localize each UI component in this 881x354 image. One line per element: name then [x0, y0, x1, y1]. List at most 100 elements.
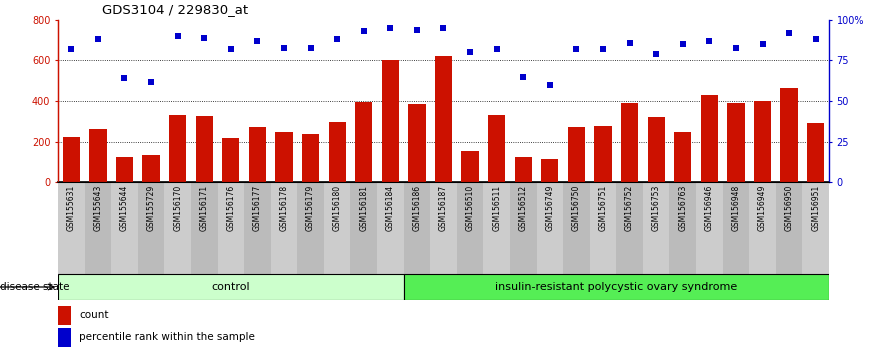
Point — [596, 46, 610, 52]
Bar — [670, 182, 696, 274]
Bar — [648, 117, 665, 182]
Point — [144, 79, 158, 84]
Bar — [807, 123, 825, 182]
Point — [649, 51, 663, 57]
Text: GSM156187: GSM156187 — [439, 185, 448, 231]
Bar — [115, 157, 133, 182]
Text: GSM156181: GSM156181 — [359, 185, 368, 231]
Point — [171, 33, 185, 39]
Bar — [165, 182, 191, 274]
Text: GSM156752: GSM156752 — [626, 185, 634, 231]
Text: GSM156751: GSM156751 — [598, 185, 608, 231]
Bar — [222, 138, 240, 182]
Text: GSM156949: GSM156949 — [758, 185, 767, 231]
Text: GSM156511: GSM156511 — [492, 185, 501, 231]
Bar — [510, 182, 537, 274]
Point — [436, 25, 450, 31]
Bar — [435, 56, 452, 182]
Point — [569, 46, 583, 52]
Text: control: control — [211, 282, 250, 292]
Text: GSM156948: GSM156948 — [731, 185, 740, 231]
Text: GSM156946: GSM156946 — [705, 185, 714, 231]
Point — [357, 29, 371, 34]
Bar — [541, 159, 559, 182]
Point — [383, 25, 397, 31]
Point — [729, 45, 743, 50]
Bar — [617, 182, 643, 274]
Point — [756, 41, 770, 47]
Bar — [462, 150, 478, 182]
Point — [197, 35, 211, 41]
Text: GSM156171: GSM156171 — [200, 185, 209, 231]
Bar — [484, 182, 510, 274]
Bar — [408, 104, 426, 182]
Bar — [58, 182, 85, 274]
Bar — [488, 115, 506, 182]
Bar — [381, 61, 399, 182]
Point — [117, 75, 131, 81]
Text: GSM156177: GSM156177 — [253, 185, 262, 231]
Text: GSM156180: GSM156180 — [333, 185, 342, 231]
Text: GSM155643: GSM155643 — [93, 185, 102, 231]
Text: GDS3104 / 229830_at: GDS3104 / 229830_at — [102, 3, 248, 16]
Bar — [595, 126, 611, 182]
Bar — [754, 101, 771, 182]
Bar — [515, 157, 532, 182]
Bar — [430, 182, 456, 274]
Bar — [63, 137, 80, 182]
Text: GSM155729: GSM155729 — [146, 185, 156, 231]
Point — [543, 82, 557, 88]
Point — [304, 45, 318, 50]
Bar — [403, 274, 829, 300]
Bar — [537, 182, 563, 274]
Bar — [248, 127, 266, 182]
Text: GSM155644: GSM155644 — [120, 185, 129, 231]
Point — [676, 41, 690, 47]
Text: GSM156750: GSM156750 — [572, 185, 581, 231]
Bar — [377, 182, 403, 274]
Bar — [700, 95, 718, 182]
Text: count: count — [79, 310, 108, 320]
Bar — [355, 102, 373, 182]
Point — [463, 50, 478, 55]
Text: GSM156176: GSM156176 — [226, 185, 235, 231]
Bar — [169, 115, 186, 182]
Text: GSM156749: GSM156749 — [545, 185, 554, 231]
Point — [277, 45, 291, 50]
Bar — [722, 182, 749, 274]
Bar — [456, 182, 484, 274]
Point — [623, 40, 637, 46]
Bar — [567, 127, 585, 182]
Point — [516, 74, 530, 80]
Bar — [674, 132, 692, 182]
Bar — [621, 103, 638, 182]
Bar — [776, 182, 803, 274]
Bar — [270, 182, 297, 274]
Bar — [643, 182, 670, 274]
Bar — [143, 155, 159, 182]
Bar — [696, 182, 722, 274]
Text: GSM156179: GSM156179 — [306, 185, 315, 231]
Point — [330, 36, 344, 42]
Bar — [111, 182, 137, 274]
Bar — [218, 182, 244, 274]
Bar — [276, 132, 292, 182]
Bar — [803, 182, 829, 274]
Bar — [302, 134, 319, 182]
Bar — [137, 182, 165, 274]
Point — [809, 36, 823, 42]
Text: GSM156170: GSM156170 — [174, 185, 182, 231]
Text: GSM156753: GSM156753 — [652, 185, 661, 231]
Bar — [728, 103, 744, 182]
Text: GSM156950: GSM156950 — [785, 185, 794, 231]
Bar — [297, 182, 324, 274]
Bar — [749, 182, 776, 274]
Bar — [589, 182, 617, 274]
Bar — [244, 182, 270, 274]
Bar — [58, 328, 71, 347]
Bar — [89, 129, 107, 182]
Bar — [781, 88, 798, 182]
Point — [64, 46, 78, 52]
Text: GSM156184: GSM156184 — [386, 185, 395, 231]
Text: GSM156186: GSM156186 — [412, 185, 421, 231]
